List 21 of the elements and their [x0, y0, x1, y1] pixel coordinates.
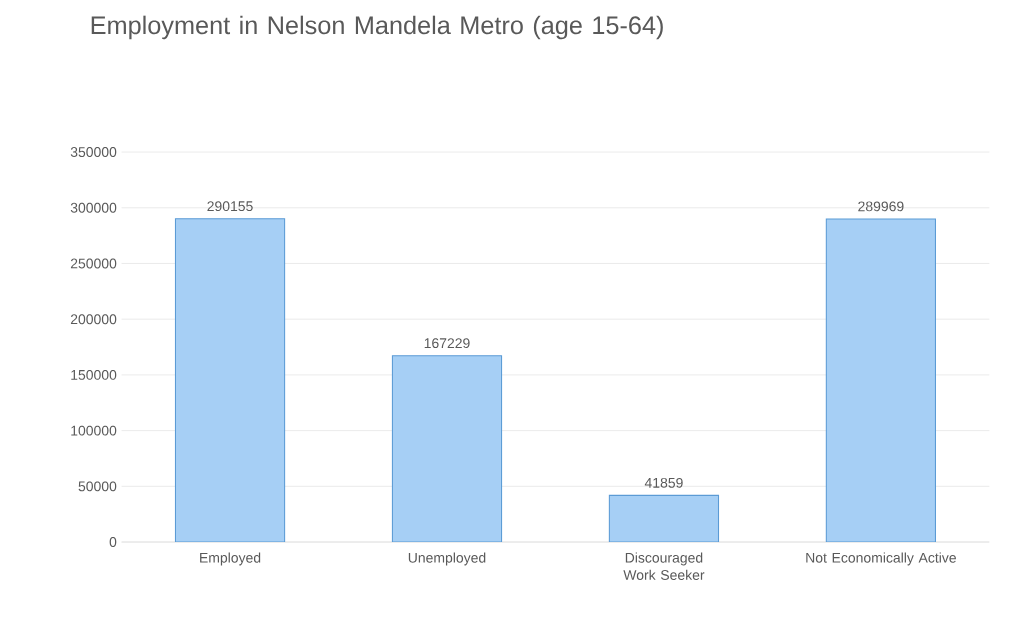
x-tick-label: Not Economically Active — [806, 552, 956, 566]
y-tick-label: 250000 — [70, 258, 117, 269]
data-label: 41859 — [644, 477, 683, 488]
y-tick-label: 300000 — [70, 202, 117, 213]
bar — [391, 355, 503, 543]
y-tick-label: 0 — [109, 537, 117, 548]
bar — [608, 494, 720, 543]
data-label: 289969 — [858, 201, 904, 212]
chart-title: Employment in Nelson Mandela Metro (age 15-64) — [91, 15, 663, 40]
y-tick-label: 150000 — [71, 370, 117, 380]
x-tick-label: Unemployed — [408, 552, 486, 566]
y-tick-label: 100000 — [71, 425, 117, 436]
x-tick-label: Employed — [200, 552, 261, 566]
data-label: 167229 — [424, 338, 470, 349]
data-label: 290155 — [207, 201, 253, 212]
bar — [174, 218, 286, 543]
y-tick-label: 350000 — [70, 147, 117, 158]
y-tick-label: 200000 — [70, 314, 117, 325]
bar — [825, 218, 936, 543]
y-tick-label: 50000 — [78, 481, 117, 492]
x-tick-label: Discouraged Work Seeker — [623, 552, 705, 581]
